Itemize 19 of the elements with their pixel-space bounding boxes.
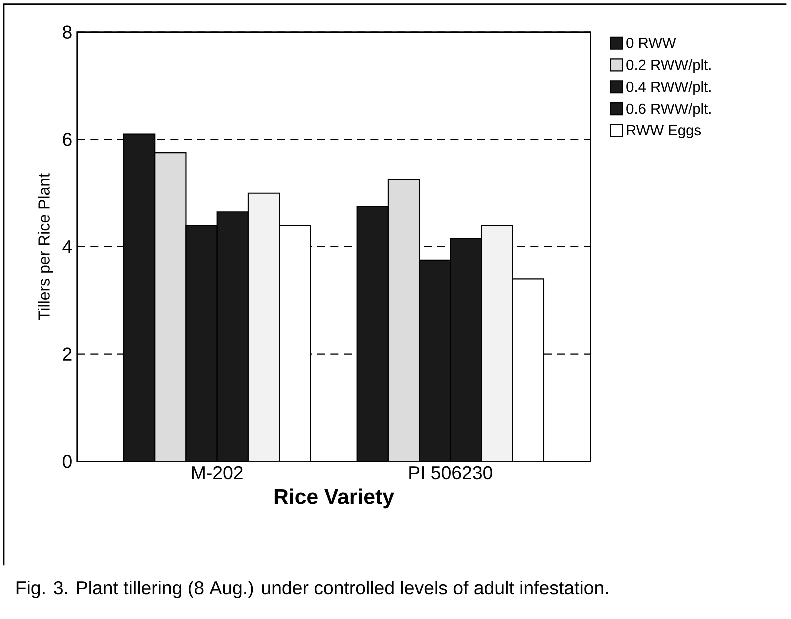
bar: [388, 179, 420, 462]
bar: [154, 152, 187, 462]
legend-label: 0.4 RWW/plt.: [626, 81, 711, 96]
x-tick-label: M-202: [192, 466, 243, 480]
legend-label: 0 RWW: [626, 38, 676, 48]
bar: [356, 206, 389, 462]
bar: [123, 134, 156, 462]
legend-label: 0.6 RWW/plt.: [626, 103, 711, 118]
y-tick-label: 0: [62, 455, 72, 468]
x-axis-title: Rice Variety: [274, 488, 394, 509]
legend-label: 0.2 RWW/plt.: [626, 60, 711, 74]
y-tick-label: 8: [63, 26, 72, 39]
x-tick-label: PI 506230: [410, 466, 492, 480]
legend-label: RWW Eggs: [627, 125, 702, 139]
y-tick-label: 2: [63, 348, 72, 361]
y-tick-label: 6: [63, 133, 72, 146]
caption: Fig. 3. Plant tillering (8 Aug.) under controlled levels of adult infestation.: [16, 580, 608, 598]
y-tick-label: 4: [62, 240, 72, 254]
y-axis-title: Tillers per Rice Plant: [38, 174, 54, 320]
